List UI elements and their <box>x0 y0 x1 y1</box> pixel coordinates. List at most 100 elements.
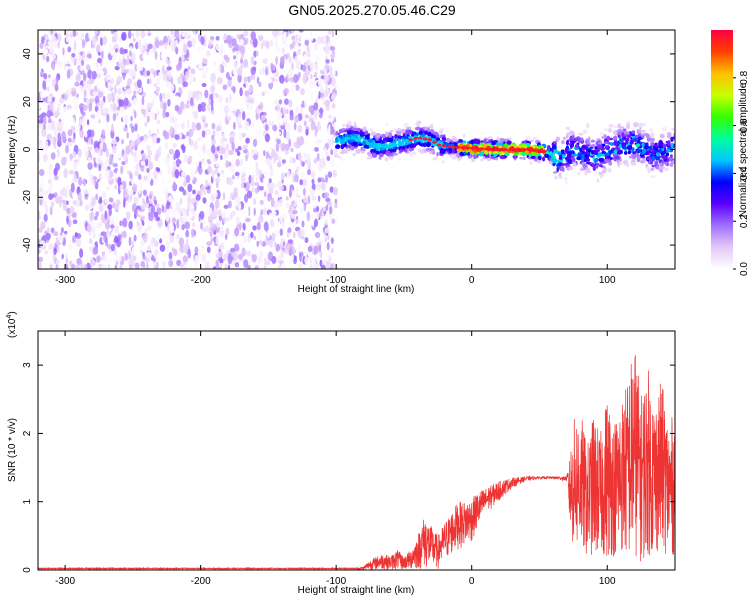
spectrogram-band-cell <box>645 166 650 169</box>
spectrogram-ridge-peak <box>474 147 480 150</box>
spectrogram-noise-cell <box>330 237 334 245</box>
spectrogram-noise-cell <box>75 74 81 82</box>
spectrogram-noise-cell <box>211 110 215 115</box>
spectrogram-band-cell <box>650 167 655 171</box>
spectrogram-band-cell <box>630 161 637 166</box>
spectrogram-noise-cell <box>98 203 104 213</box>
spectrogram-noise-cell <box>83 188 89 195</box>
snr-series <box>38 354 675 570</box>
spectrogram-noise-cell <box>113 84 117 92</box>
spectrogram-noise-cell <box>220 154 223 161</box>
spectrogram-noise-cell <box>210 236 213 244</box>
spectrogram-noise-cell <box>282 241 286 247</box>
spectrogram-band-cell <box>636 157 641 163</box>
spectrogram-noise-cell <box>257 240 263 245</box>
spectrogram-noise-cell <box>238 131 243 141</box>
spectrogram-noise-cell <box>304 98 307 108</box>
spectrogram-noise-cell <box>190 228 195 239</box>
spectrogram-band-cell <box>483 138 487 144</box>
spectrogram-band-cell <box>586 141 591 145</box>
spectrogram-band-cell <box>452 138 458 142</box>
spectrogram-band-cell <box>463 152 468 156</box>
spectrogram-noise-cell <box>271 255 277 264</box>
spectrogram-noise-cell <box>270 139 276 144</box>
spectrogram-noise-cell <box>247 237 251 243</box>
spectrogram-noise-cell <box>133 90 137 96</box>
spectrogram-noise-cell <box>242 145 248 150</box>
spectrogram-noise-cell <box>186 131 190 137</box>
spectrogram-ridge-peak <box>455 146 461 149</box>
spectrogram-ridge-peak <box>531 149 537 152</box>
spectrogram-band-cell <box>633 121 639 128</box>
spectrogram-noise-cell <box>270 132 274 138</box>
spectrogram-noise-cell <box>54 110 58 117</box>
spectrogram-noise-cell <box>39 180 44 190</box>
spectrogram-band-cell <box>596 178 600 183</box>
spectrogram-band-cell <box>344 139 348 142</box>
spectrogram-noise-cell <box>104 132 108 138</box>
spectrogram-noise-cell <box>124 252 129 261</box>
spectrogram-noise-cell <box>267 145 273 154</box>
spectrogram-band-cell <box>667 148 671 152</box>
spectrogram-noise-cell <box>162 260 166 269</box>
spectrogram-noise-cell <box>44 49 49 55</box>
spectrogram-band-cell <box>565 135 569 138</box>
spectrogram-band-cell <box>359 130 363 134</box>
spectrogram-noise-cell <box>198 63 203 70</box>
spectrogram-noise-cell <box>294 256 297 262</box>
spectrogram-band-cell <box>442 160 445 163</box>
spectrogram-band-cell <box>627 134 632 138</box>
spectrogram-noise-cell <box>154 199 157 206</box>
spectrogram-band-cell <box>514 144 517 150</box>
spectrogram-noise-cell <box>168 195 173 203</box>
spectrogram-noise-cell <box>254 266 259 269</box>
spectrogram-noise-cell <box>293 122 297 131</box>
spectrogram-noise-cell <box>310 74 313 80</box>
spectrogram-noise-cell <box>163 255 169 262</box>
spectrogram-band-cell <box>430 134 434 138</box>
spectrogram-band-cell <box>551 158 558 164</box>
spectrogram-noise-cell <box>268 195 273 201</box>
spectrogram-noise-cell <box>131 133 137 140</box>
spectrogram-band-cell <box>335 130 339 136</box>
spectrogram-band-cell <box>347 148 352 152</box>
spectrogram-noise-cell <box>256 221 261 231</box>
spectrogram-band-cell <box>662 143 667 148</box>
spectrogram-band-cell <box>397 157 402 162</box>
spectrogram-noise-cell <box>239 240 244 248</box>
spectrogram-noise-cell <box>43 163 48 171</box>
spectrogram-band-cell <box>571 157 576 163</box>
spectrogram-noise-cell <box>165 57 169 64</box>
spectrogram-noise-cell <box>108 207 112 217</box>
spectrogram-noise-cell <box>286 108 289 115</box>
snr-y-label: SNR (10 * v/v) <box>7 418 18 482</box>
spectrogram-noise-cell <box>69 116 75 127</box>
spectrogram-noise-cell <box>280 124 286 130</box>
spectrogram-noise-cell <box>58 33 62 42</box>
spectrogram-noise-cell <box>51 35 57 43</box>
spectrogram-noise-cell <box>116 106 121 111</box>
spectrogram-noise-cell <box>253 197 256 206</box>
spectrogram-noise-cell <box>319 209 323 217</box>
spectrogram-noise-cell <box>293 199 298 207</box>
spectrogram-noise-cell <box>194 246 199 256</box>
spectrogram-noise-cell <box>83 89 87 98</box>
spectrogram-noise-cell <box>165 202 170 210</box>
spectrogram-band-cell <box>365 145 369 148</box>
spectrogram-band-cell <box>394 134 398 139</box>
spectrogram-noise-cell <box>236 151 241 157</box>
spectrogram-noise-cell <box>53 127 58 137</box>
spectrogram-noise-cell <box>227 255 233 265</box>
spectrogram-band-cell <box>420 142 424 147</box>
spectrogram-noise-cell <box>42 54 46 61</box>
spectrogram-noise-cell <box>113 192 118 200</box>
spectrogram-band-cell <box>638 123 643 128</box>
spectrogram-band-cell <box>504 142 509 149</box>
spectrogram-noise-cell <box>166 239 170 250</box>
spectrogram-noise-cell <box>90 114 96 119</box>
spectrogram-band-cell <box>641 142 645 148</box>
spectrogram-ridge-peak <box>422 137 428 141</box>
spectrogram-noise-cell <box>97 91 104 98</box>
spectrogram-band-cell <box>438 130 443 134</box>
